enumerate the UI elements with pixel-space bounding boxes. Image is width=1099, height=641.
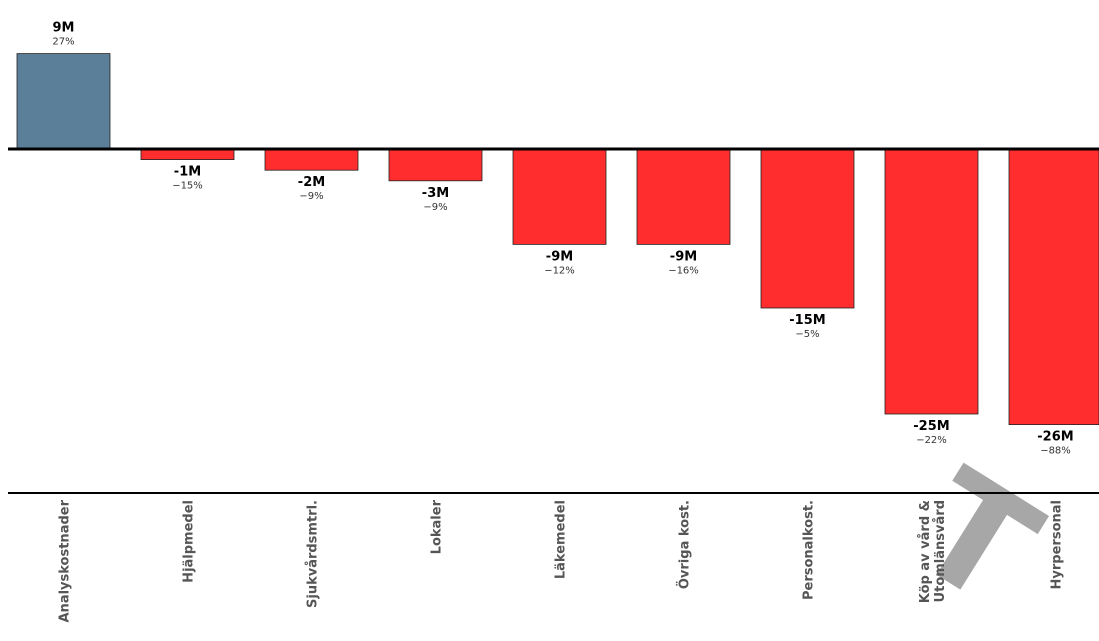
percent-label-2: −9% xyxy=(299,191,323,202)
bar-6 xyxy=(760,148,855,309)
percent-label-3: −9% xyxy=(423,202,447,213)
category-label-0: Analyskostnader xyxy=(58,499,73,622)
value-label-5: -9M xyxy=(670,249,697,264)
category-label-line: Läkemedel xyxy=(554,500,569,579)
category-label-line: Analyskostnader xyxy=(58,499,73,622)
category-label-line: Hjälpmedel xyxy=(182,500,197,583)
category-label-7: Köp av vård & Utomlänsvård xyxy=(918,500,948,603)
category-label-8: Hyrpersonal xyxy=(1050,500,1065,589)
bar-0 xyxy=(16,53,111,150)
category-label-5: Övriga kost. xyxy=(677,500,693,589)
watermark-letter: T xyxy=(886,438,1065,640)
category-label-line: Köp av vård & xyxy=(918,500,933,603)
bar-4 xyxy=(512,148,607,245)
category-label-4: Läkemedel xyxy=(554,500,569,579)
value-label-2: -2M xyxy=(298,175,325,190)
value-label-3: -3M xyxy=(422,186,449,201)
percent-label-7: −22% xyxy=(916,435,947,446)
percent-label-8: −88% xyxy=(1040,446,1071,457)
category-label-3: Lokaler xyxy=(430,499,445,554)
category-label-1: Hjälpmedel xyxy=(182,500,197,583)
category-label-line: Hyrpersonal xyxy=(1050,500,1065,589)
bar-7 xyxy=(884,148,979,415)
category-label-line: Personalkost. xyxy=(802,500,817,600)
category-label-line: Övriga kost. xyxy=(677,500,693,589)
bar-1 xyxy=(140,148,235,161)
value-label-4: -9M xyxy=(546,249,573,264)
percent-label-5: −16% xyxy=(668,265,699,276)
category-label-line: Lokaler xyxy=(430,499,445,554)
bar-3 xyxy=(388,148,483,182)
category-label-2: Sjukvårdsmtrl. xyxy=(306,500,321,608)
value-label-1: -1M xyxy=(174,165,201,180)
value-label-7: -25M xyxy=(913,419,949,434)
bar-2 xyxy=(264,148,359,171)
percent-label-0: 27% xyxy=(52,37,74,48)
percent-label-4: −12% xyxy=(544,265,575,276)
bar-8 xyxy=(1008,148,1099,426)
percent-label-6: −5% xyxy=(795,329,819,340)
percent-label-1: −15% xyxy=(172,181,203,192)
value-label-6: -15M xyxy=(789,313,825,328)
category-label-line: Utomlänsvård xyxy=(933,500,948,602)
category-label-6: Personalkost. xyxy=(802,500,817,600)
bar-5 xyxy=(636,148,731,245)
value-label-8: -26M xyxy=(1037,430,1073,445)
category-label-line: Sjukvårdsmtrl. xyxy=(306,500,321,608)
value-label-0: 9M xyxy=(53,21,75,36)
